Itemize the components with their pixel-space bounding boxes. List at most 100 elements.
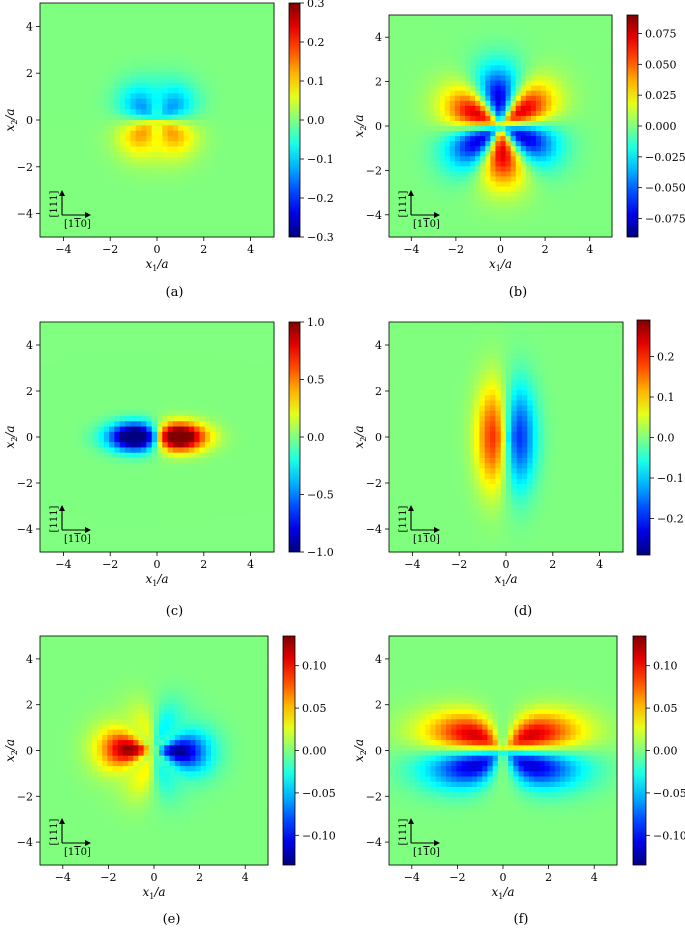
- heatmap-cell: [414, 196, 421, 203]
- heatmap-cell: [389, 226, 395, 233]
- heatmap-cell: [61, 61, 68, 68]
- heatmap-cell: [77, 56, 84, 63]
- heatmap-cell: [394, 85, 400, 92]
- heatmap-cell: [510, 141, 517, 147]
- heatmap-cell: [157, 40, 163, 47]
- heatmap-cell: [77, 40, 84, 47]
- heatmap-cell: [581, 186, 588, 193]
- heatmap-cell: [480, 80, 486, 87]
- heatmap-cell: [263, 173, 270, 180]
- heatmap-cell: [500, 120, 507, 127]
- heatmap-cell: [61, 363, 68, 370]
- heatmap-cell: [434, 90, 441, 97]
- heatmap-cell: [449, 110, 456, 117]
- heatmap-cell: [71, 410, 78, 417]
- colorbar-tick-label: 0.075: [645, 28, 677, 41]
- heatmap-cell: [252, 24, 259, 31]
- heatmap-cell: [82, 337, 89, 344]
- heatmap-cell: [444, 80, 451, 87]
- heatmap-cell: [87, 363, 94, 370]
- heatmap-cell: [77, 442, 84, 449]
- heatmap-cell: [114, 369, 121, 375]
- heatmap-cell: [220, 215, 227, 222]
- heatmap-cell: [93, 332, 100, 339]
- heatmap-cell: [167, 337, 174, 344]
- heatmap-cell: [485, 40, 491, 46]
- heatmap-cell: [465, 120, 471, 127]
- heatmap-cell: [215, 34, 222, 41]
- heatmap-cell: [210, 353, 217, 360]
- heatmap-cell: [465, 211, 471, 218]
- heatmap-cell: [98, 379, 105, 386]
- heatmap-cell: [515, 25, 522, 31]
- heatmap-cell: [454, 151, 461, 157]
- heatmap-cell: [226, 389, 233, 396]
- heatmap-cell: [596, 65, 603, 72]
- heatmap-cell: [454, 201, 461, 208]
- heatmap-cell: [439, 151, 446, 157]
- heatmap-cell: [188, 29, 195, 36]
- heatmap-cell: [130, 353, 137, 360]
- heatmap-cell: [236, 109, 243, 116]
- heatmap-cell: [490, 176, 497, 183]
- heatmap-cell: [178, 151, 185, 158]
- heatmap-cell: [404, 90, 410, 97]
- heatmap-cell: [188, 125, 195, 132]
- heatmap-cell: [130, 183, 137, 190]
- heatmap-cell: [459, 201, 466, 208]
- heatmap-cell: [399, 115, 405, 122]
- heatmap-cell: [480, 35, 486, 41]
- heatmap-cell: [71, 194, 78, 201]
- heatmap-cell: [601, 141, 608, 147]
- heatmap-cell: [188, 410, 195, 417]
- heatmap-cell: [556, 25, 562, 31]
- heatmap-cell: [500, 35, 507, 41]
- heatmap-cell: [151, 426, 158, 433]
- heatmap-cell: [247, 66, 254, 73]
- heatmap-cell: [490, 171, 497, 178]
- heatmap-cell: [500, 166, 507, 173]
- heatmap-cell: [157, 322, 163, 328]
- heatmap-cell: [61, 194, 68, 201]
- heatmap-cell: [561, 50, 567, 56]
- heatmap-cell: [40, 353, 46, 360]
- heatmap-cell: [561, 226, 567, 233]
- heatmap-cell: [263, 66, 270, 73]
- heatmap-cell: [114, 88, 121, 95]
- heatmap-cell: [505, 171, 512, 178]
- heatmap-cell: [162, 29, 169, 36]
- heatmap-cell: [601, 95, 608, 102]
- heatmap-cell: [470, 115, 476, 122]
- heatmap-cell: [204, 342, 211, 349]
- heatmap-cell: [226, 322, 233, 328]
- heatmap-cell: [258, 66, 264, 73]
- heatmap-cell: [541, 161, 547, 167]
- heatmap-cell: [459, 75, 466, 82]
- heatmap-cell: [210, 199, 217, 206]
- heatmap-cell: [220, 125, 227, 132]
- heatmap-cell: [505, 20, 512, 26]
- heatmap-cell: [252, 93, 259, 100]
- heatmap-cell: [183, 40, 190, 47]
- heatmap-cell: [231, 231, 238, 238]
- heatmap-cell: [61, 353, 68, 360]
- heatmap-cell: [601, 166, 608, 173]
- heatmap-cell: [146, 178, 153, 185]
- heatmap-cell: [510, 166, 517, 173]
- heatmap-cell: [98, 431, 105, 438]
- heatmap-cell: [194, 379, 201, 386]
- heatmap-cell: [389, 45, 395, 51]
- heatmap-cell: [188, 88, 195, 95]
- heatmap-cell: [61, 104, 68, 110]
- heatmap-cell: [130, 125, 137, 132]
- heatmap-cell: [268, 125, 275, 132]
- heatmap-cell: [231, 8, 238, 15]
- heatmap-cell: [541, 65, 547, 72]
- heatmap-cell: [424, 80, 431, 87]
- heatmap-cell: [429, 35, 436, 41]
- heatmap-cell: [500, 70, 507, 77]
- heatmap-cell: [103, 426, 110, 433]
- heatmap-cell: [606, 35, 613, 41]
- heatmap-cell: [252, 353, 259, 360]
- heatmap-cell: [77, 135, 84, 142]
